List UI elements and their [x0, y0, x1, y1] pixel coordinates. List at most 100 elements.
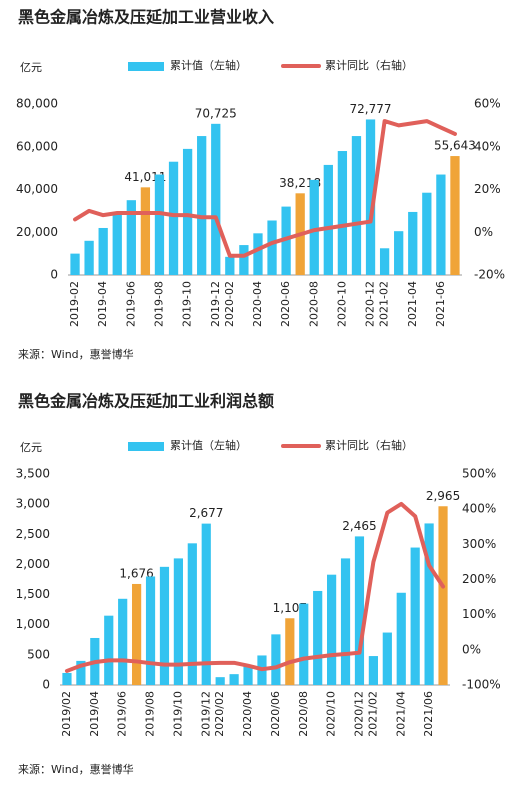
- bar: [243, 666, 253, 685]
- bar: [104, 615, 114, 685]
- y2-tick-label: 200%: [462, 572, 496, 586]
- bar: [225, 256, 235, 275]
- bar: [438, 506, 448, 685]
- bar: [253, 233, 263, 275]
- x-tick-label: 2020-06: [279, 281, 292, 327]
- y-tick-label: 0: [50, 268, 58, 282]
- source: 来源：Wind，惠誉博华: [18, 762, 134, 776]
- value-label: 70,725: [195, 106, 237, 120]
- bar: [450, 156, 460, 275]
- x-tick-label: 2019-02: [68, 281, 81, 327]
- x-tick-label: 2020/12: [352, 691, 365, 737]
- bar: [424, 523, 434, 685]
- x-tick-label: 2021-04: [406, 281, 419, 327]
- x-tick-label: 2019/04: [88, 691, 101, 737]
- bar: [173, 558, 183, 685]
- y2-tick-label: 0%: [462, 642, 481, 656]
- y2-tick-label: 20%: [474, 182, 501, 196]
- bar: [408, 211, 418, 275]
- bar: [132, 583, 142, 685]
- bar: [159, 566, 170, 685]
- bar: [70, 253, 80, 275]
- y-tick-label: 80,000: [16, 97, 58, 111]
- bar: [62, 672, 72, 685]
- x-tick-label: 2019/08: [144, 691, 157, 737]
- x-tick-label: 2019/02: [60, 691, 73, 737]
- bar: [229, 674, 239, 685]
- y2-tick-label: 400%: [462, 502, 496, 516]
- value-label: 2,677: [189, 506, 223, 520]
- bar: [285, 618, 295, 685]
- bar: [313, 590, 323, 685]
- value-label: 1,107: [273, 601, 307, 615]
- bar: [382, 632, 392, 685]
- bar: [182, 148, 193, 275]
- y-tick-label: 40,000: [16, 182, 58, 196]
- bar: [281, 206, 291, 275]
- bar: [410, 547, 420, 685]
- y-tick-label: 2,000: [16, 557, 50, 571]
- value-label: 55,643: [434, 139, 476, 153]
- line: [73, 119, 457, 258]
- y-tick-label: 3,000: [16, 497, 50, 511]
- y2-tick-label: 500%: [462, 467, 496, 481]
- x-tick-label: 2021/04: [394, 691, 407, 737]
- x-tick-label: 2020-04: [251, 281, 264, 327]
- x-tick-label: 2019-06: [124, 281, 137, 327]
- bar: [340, 558, 351, 685]
- bar: [351, 136, 362, 275]
- y-tick-label: 1,000: [16, 617, 50, 631]
- bar: [211, 123, 221, 275]
- y-tick-label: 2,500: [16, 527, 50, 541]
- bar: [112, 214, 122, 275]
- y-tick-label: 20,000: [16, 225, 58, 239]
- y2-tick-label: 60%: [474, 97, 501, 111]
- bar: [118, 598, 128, 685]
- bar: [271, 634, 281, 685]
- bar: [140, 187, 151, 275]
- x-tick-label: 2020/06: [269, 691, 282, 737]
- y2-tick-label: 40%: [474, 139, 501, 153]
- bar: [323, 164, 333, 275]
- unit-label: 亿元: [20, 441, 42, 454]
- bar: [327, 574, 337, 685]
- y-tick-label: 60,000: [16, 139, 58, 153]
- x-tick-label: 2021/06: [422, 691, 435, 737]
- bar: [368, 656, 378, 685]
- bar: [365, 119, 376, 275]
- chart-title: 黑色金属冶炼及压延加工业利润总额: [18, 392, 274, 411]
- x-tick-label: 2021/02: [366, 691, 379, 737]
- value-label: 1,676: [119, 566, 153, 580]
- bar: [76, 660, 86, 685]
- value-label: 72,777: [350, 102, 392, 116]
- bar: [354, 536, 365, 685]
- bar: [126, 200, 136, 275]
- bar: [168, 161, 179, 275]
- bar: [187, 543, 197, 685]
- bar: [309, 179, 319, 275]
- x-tick-label: 2020/02: [213, 691, 226, 737]
- value-label: 2,465: [342, 519, 376, 533]
- x-tick-label: 2020/10: [325, 691, 338, 737]
- x-tick-label: 2019/12: [199, 691, 212, 737]
- legend-label: 累计值（左轴）: [170, 438, 247, 452]
- x-tick-label: 2020-08: [307, 281, 320, 327]
- x-tick-label: 2020-02: [223, 281, 236, 327]
- y2-tick-label: -20%: [474, 268, 505, 282]
- y-tick-label: 0: [42, 678, 50, 692]
- unit-label: 亿元: [20, 61, 42, 74]
- x-tick-label: 2021-06: [434, 281, 447, 327]
- y-tick-label: 3,500: [16, 467, 50, 481]
- x-tick-label: 2020/04: [241, 691, 254, 737]
- y2-tick-label: 0%: [474, 225, 493, 239]
- bar: [267, 220, 277, 275]
- legend-swatch: [128, 62, 164, 71]
- legend-swatch: [128, 442, 164, 451]
- y2-tick-label: -100%: [462, 678, 501, 692]
- value-label: 2,965: [426, 489, 460, 503]
- bar: [98, 227, 108, 275]
- y2-tick-label: 100%: [462, 607, 496, 621]
- x-tick-label: 2019-12: [209, 281, 222, 327]
- bar: [215, 677, 225, 685]
- legend-label: 累计值（左轴）: [170, 58, 247, 72]
